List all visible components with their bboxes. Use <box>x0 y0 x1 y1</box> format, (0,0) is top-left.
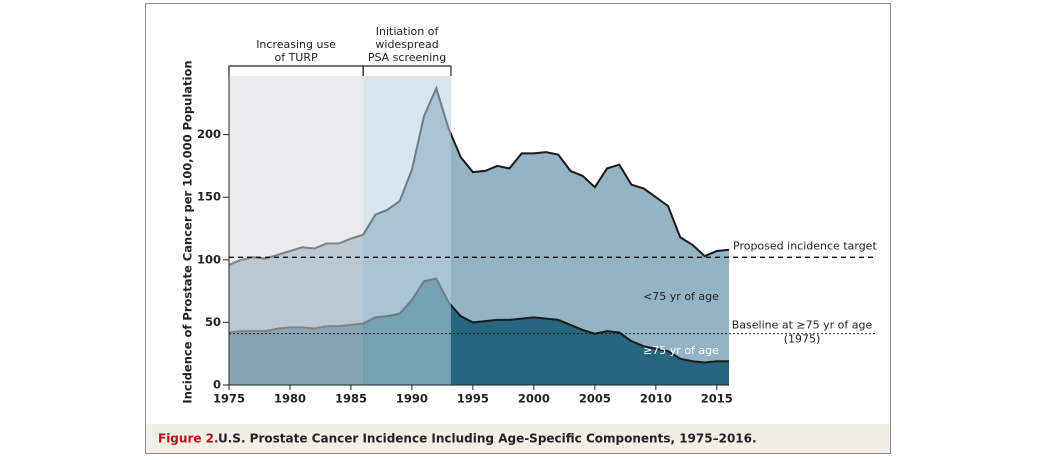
x-tick-label: 2005 <box>579 392 611 406</box>
x-tick-label: 1980 <box>274 392 306 406</box>
period-band <box>363 76 451 385</box>
reference-label: Proposed incidence target <box>733 239 877 252</box>
x-tick-label: 1985 <box>335 392 367 406</box>
x-tick-label: 1990 <box>396 392 428 406</box>
series-label: <75 yr of age <box>643 290 719 303</box>
reference-label: (1975) <box>784 333 821 346</box>
period-bracket <box>362 65 452 76</box>
frame <box>145 3 891 454</box>
period-band <box>229 76 364 385</box>
x-tick-label: 2010 <box>640 392 672 406</box>
x-tick-label: 1995 <box>457 392 489 406</box>
x-tick-label: 1975 <box>213 392 245 406</box>
y-axis-label: Incidence of Prostate Cancer per 100,000… <box>181 60 195 403</box>
caption-text: U.S. Prostate Cancer Incidence Including… <box>218 432 757 446</box>
figure-number: Figure 2. <box>158 432 219 446</box>
y-tick-label: 0 <box>213 378 221 392</box>
caption-bar <box>146 424 890 453</box>
y-tick-label: 150 <box>197 190 221 204</box>
period-bracket <box>228 65 364 76</box>
period-label: Increasing use <box>256 38 336 51</box>
series-label: ≥75 yr of age <box>643 344 719 357</box>
y-tick-label: 50 <box>205 315 221 329</box>
period-label: widespread <box>375 38 438 51</box>
reference-label: Baseline at ≥75 yr of age <box>732 319 873 332</box>
x-tick-label: 2000 <box>518 392 550 406</box>
y-tick-label: 200 <box>197 127 221 141</box>
period-label: PSA screening <box>368 51 446 64</box>
period-label: of TURP <box>274 51 318 64</box>
x-tick-label: 2015 <box>701 392 733 406</box>
period-label: Initiation of <box>376 25 440 38</box>
y-tick-label: 100 <box>197 252 221 266</box>
